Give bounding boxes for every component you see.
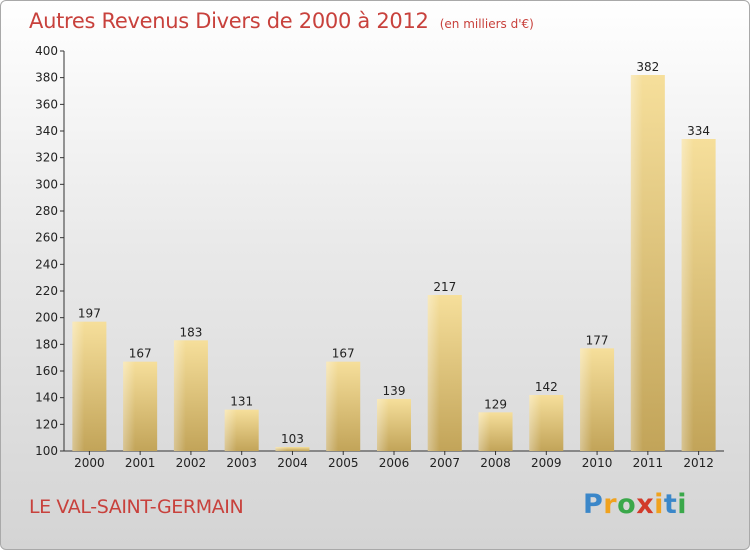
- bar-highlight: [681, 139, 694, 451]
- data-label: 334: [687, 124, 710, 138]
- data-label: 129: [484, 397, 507, 411]
- bar-highlight: [478, 412, 491, 451]
- x-tick-label: 2004: [277, 456, 308, 470]
- data-label: 217: [433, 280, 456, 294]
- x-tick-label: 2001: [125, 456, 156, 470]
- bar-highlight: [427, 295, 440, 451]
- x-tick-label: 2010: [582, 456, 613, 470]
- logo-letter: i: [654, 489, 664, 520]
- commune-name: LE VAL-SAINT-GERMAIN: [29, 496, 244, 518]
- data-label: 139: [383, 384, 406, 398]
- bar-highlight: [630, 75, 643, 451]
- y-tick-label: 340: [35, 124, 58, 138]
- bar-highlight: [224, 409, 237, 451]
- chart-title: Autres Revenus Divers de 2000 à 2012 (en…: [29, 9, 534, 33]
- x-tick-label: 2009: [531, 456, 562, 470]
- data-label: 103: [281, 432, 304, 446]
- title-unit: (en milliers d'€): [439, 17, 534, 31]
- bar-highlight: [72, 321, 85, 451]
- data-label: 183: [179, 325, 202, 339]
- y-tick-label: 400: [35, 44, 58, 58]
- bar-highlight: [529, 395, 542, 451]
- logo-letter: i: [677, 489, 688, 520]
- data-label: 167: [332, 347, 355, 361]
- proxiti-logo[interactable]: Proxiti: [583, 489, 687, 520]
- bar-highlight: [275, 447, 288, 451]
- bar-highlight: [580, 348, 592, 451]
- bar: [275, 447, 310, 451]
- bars: 197 167 183 131 103 167 139 217 129 142 177 382 334: [72, 60, 716, 451]
- x-tick-label: 2011: [633, 456, 664, 470]
- data-label: 382: [636, 60, 659, 74]
- data-label: 167: [129, 347, 152, 361]
- x-tick-label: 2006: [379, 456, 410, 470]
- logo-letter: P: [583, 489, 604, 520]
- bar-highlight: [326, 361, 339, 451]
- data-label: 142: [535, 380, 558, 394]
- y-tick-label: 320: [35, 151, 58, 165]
- y-tick-label: 120: [35, 417, 58, 431]
- y-tick-label: 240: [35, 257, 58, 271]
- y-tick-label: 100: [35, 444, 58, 458]
- bar-highlight: [377, 399, 389, 451]
- title-main: Autres Revenus Divers de 2000 à 2012: [29, 9, 429, 33]
- x-tick-label: 2012: [683, 456, 714, 470]
- y-tick-label: 260: [35, 231, 58, 245]
- bar-highlight: [173, 340, 186, 451]
- y-tick-label: 380: [35, 71, 58, 85]
- logo-letter: r: [603, 489, 618, 520]
- data-label: 131: [230, 395, 253, 409]
- y-tick-label: 300: [35, 177, 58, 191]
- data-label: 197: [78, 307, 101, 321]
- y-tick-label: 180: [35, 337, 58, 351]
- y-tick-label: 220: [35, 284, 58, 298]
- y-tick-label: 160: [35, 364, 58, 378]
- x-tick-label: 2005: [328, 456, 359, 470]
- logo-letter: x: [636, 489, 655, 520]
- x-tick-label: 2000: [74, 456, 105, 470]
- y-tick-label: 360: [35, 97, 58, 111]
- x-tick-label: 2008: [480, 456, 511, 470]
- y-tick-label: 140: [35, 391, 58, 405]
- y-tick-label: 200: [35, 311, 58, 325]
- logo-letter: t: [663, 489, 678, 520]
- x-tick-label: 2003: [226, 456, 257, 470]
- bar-highlight: [123, 361, 136, 451]
- logo-letter: o: [617, 489, 637, 520]
- x-tick-label: 2007: [429, 456, 460, 470]
- axes: 100 120 140 160 180 200 220 240 260 280 300 320 340 3…: [35, 44, 724, 470]
- data-label: 177: [586, 333, 609, 347]
- y-tick-label: 280: [35, 204, 58, 218]
- x-tick-label: 2002: [176, 456, 207, 470]
